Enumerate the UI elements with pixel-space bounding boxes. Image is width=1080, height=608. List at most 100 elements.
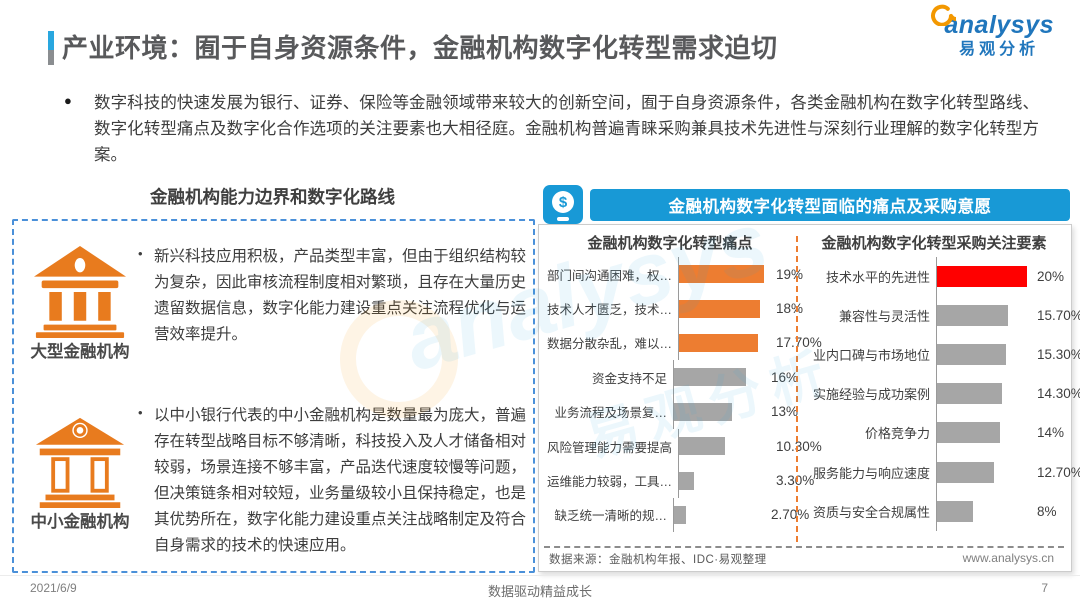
chart-row: 资质与安全合规属性 8%	[806, 491, 1068, 531]
bar-value: 17.70%	[776, 335, 822, 351]
mobile-payment-icon: $	[543, 185, 583, 224]
dollar-coin-icon: $	[552, 191, 574, 213]
bar-label: 业务流程及场景复…	[554, 406, 667, 421]
chart-row: 技术水平的先进性 20%	[806, 257, 1068, 297]
bar-area	[678, 325, 771, 361]
bar	[679, 299, 760, 318]
logo-brand-cn: 易观分析	[959, 40, 1040, 58]
analysys-logo: analysys 易观分析	[931, 4, 1054, 58]
bar	[679, 265, 765, 284]
bar-value: 14.30%	[1037, 386, 1080, 402]
bar	[937, 266, 1028, 288]
large-institution-label: 大型金融机构	[30, 343, 130, 361]
data-source: 数据来源：金融机构年报、IDC·易观整理	[549, 554, 767, 566]
purchase-factors-chart-title: 金融机构数字化转型采购关注要素	[821, 235, 1047, 252]
large-institution-text: • 新兴科技应用积极，产品类型丰富，但由于组织结构较为复杂，因此审核流程制度相对…	[138, 244, 526, 348]
bar-label: 兼容性与灵活性	[838, 309, 930, 325]
bar-label: 数据分散杂乱，难以…	[547, 337, 673, 352]
bar-area	[936, 374, 1032, 414]
bar-label: 风险管理能力需要提高	[547, 440, 673, 455]
logo-swirl-icon	[930, 2, 959, 33]
bar-label: 资质与安全合规属性	[812, 504, 930, 520]
chart-row: 服务能力与响应速度 12.70%	[806, 452, 1080, 492]
bar-label: 缺乏统一清晰的规…	[554, 509, 667, 524]
bar-value: 3.30%	[776, 473, 815, 489]
bar-area	[936, 335, 1032, 375]
bar-label: 技术人才匮乏，技术…	[547, 303, 673, 318]
logo-brand-text: analysys	[931, 4, 1054, 40]
chart-row: 兼容性与灵活性 15.70%	[806, 296, 1080, 336]
bar	[679, 471, 694, 490]
bar-value: 2.70%	[771, 507, 810, 523]
page-title: 产业环境：囿于自身资源条件，金融机构数字化转型需求迫切	[62, 33, 778, 63]
bar-area	[936, 452, 1032, 492]
bar-label: 业内口碑与市场地位	[812, 348, 930, 364]
left-panel-heading: 金融机构能力边界和数字化路线	[150, 187, 395, 207]
bullet-icon: •	[138, 246, 143, 261]
chart-divider	[796, 236, 798, 542]
bar-value: 19%	[776, 266, 804, 282]
website-link[interactable]: www.analysys.cn	[962, 551, 1054, 565]
accent-bar-gray	[48, 50, 54, 65]
bar-value: 10.30%	[776, 438, 822, 454]
bar-value: 13%	[771, 404, 799, 420]
bar-area	[678, 463, 771, 498]
bar	[674, 368, 746, 387]
chart-row: 运维能力较弱，工具… 3.30%	[547, 463, 814, 498]
bar-label: 运维能力较弱，工具…	[547, 475, 673, 490]
chart-row: 资金支持不足 16%	[547, 360, 799, 395]
bar	[937, 422, 1001, 444]
bar-value: 12.70%	[1037, 464, 1080, 480]
bank-solid-icon	[30, 246, 130, 343]
bar-label: 价格竞争力	[864, 426, 930, 442]
bar-area	[673, 497, 766, 533]
bar-area	[678, 291, 771, 326]
source-divider	[544, 546, 1064, 548]
chart-row: 业务流程及场景复… 13%	[547, 394, 799, 429]
bar	[937, 383, 1002, 405]
chart-row: 风险管理能力需要提高 10.30%	[547, 428, 822, 464]
intro-text: 数字科技的快速发展为银行、证券、保险等金融领域带来较大的创新空间，囿于自身资源条…	[94, 94, 1039, 164]
footer-slogan: 数据驱动精益成长	[487, 584, 592, 599]
bar-label: 实施经验与成功案例	[812, 387, 930, 403]
bar-label: 部门间沟通困难，权…	[547, 268, 673, 283]
bar-value: 20%	[1037, 269, 1065, 285]
bar-value: 14%	[1037, 425, 1065, 441]
bullet-icon: •	[138, 405, 143, 420]
bar-value: 18%	[776, 301, 804, 317]
purchase-factors-chart: 技术水平的先进性 20% 兼容性与灵活性 15.70% 业内口碑与市场地位 15.30% 实…	[806, 257, 1080, 531]
pain-points-chart-title: 金融机构数字化转型痛点	[587, 235, 753, 252]
bar-value: 15.70%	[1037, 308, 1080, 324]
sme-institution-label: 中小金融机构	[30, 513, 130, 531]
bar	[679, 437, 726, 456]
chart-row: 缺乏统一清晰的规… 2.70%	[547, 497, 809, 533]
accent-bar-blue	[48, 31, 54, 50]
bar-label: 服务能力与响应速度	[812, 465, 930, 481]
bar-area	[678, 428, 771, 464]
chart-row: 价格竞争力 14%	[806, 413, 1068, 453]
left-panel-dashed-box	[12, 219, 535, 573]
bank-outline-icon	[30, 416, 130, 513]
phone-home-dash	[557, 217, 569, 221]
chart-row: 部门间沟通困难，权… 19%	[547, 257, 803, 292]
footer-date: 2021/6/9	[30, 581, 77, 595]
bar-area	[936, 296, 1032, 336]
bar	[937, 461, 995, 483]
footer-page-number: 7	[1041, 581, 1048, 595]
bar-area	[936, 413, 1032, 453]
bar	[679, 333, 759, 352]
bullet-icon: ●	[64, 93, 72, 108]
chart-row: 实施经验与成功案例 14.30%	[806, 374, 1080, 414]
bar	[937, 344, 1007, 366]
bar	[937, 500, 974, 522]
bar	[937, 305, 1009, 327]
chart-panel-banner: 金融机构数字化转型面临的痛点及采购意愿	[590, 189, 1070, 221]
bar-value: 16%	[771, 369, 799, 385]
bar	[674, 402, 733, 421]
title-accent-bar	[48, 31, 54, 65]
bar-label: 资金支持不足	[591, 371, 667, 386]
pain-points-chart: 部门间沟通困难，权… 19% 技术人才匮乏，技术… 18% 数据分散杂乱，难以… 17.7…	[547, 257, 822, 533]
footer-divider	[0, 575, 1080, 576]
bar	[674, 505, 687, 524]
bar-area	[936, 491, 1032, 531]
